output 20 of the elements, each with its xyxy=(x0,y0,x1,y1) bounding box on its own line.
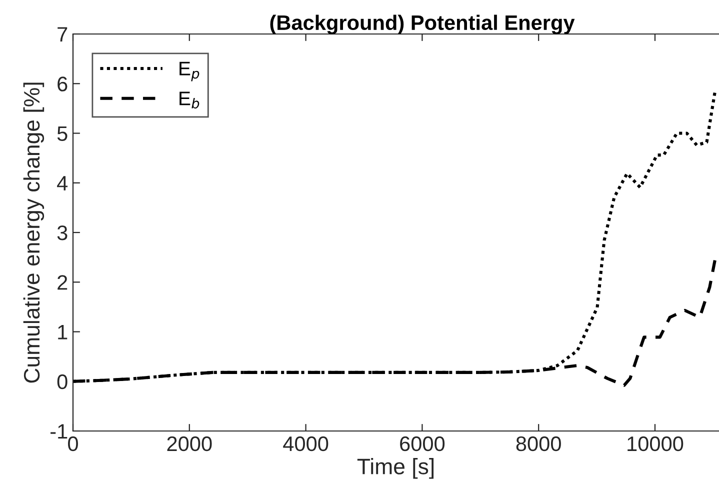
y-tick-label: -1 xyxy=(50,424,68,439)
x-axis-title: Time [s] xyxy=(357,458,434,479)
legend-label: E$_{p}$ xyxy=(180,62,200,82)
x-tick-label: 10000 xyxy=(628,436,684,452)
x-tick-label: 6000 xyxy=(400,436,445,452)
chart-title: (Background) Potential Energy xyxy=(270,14,575,34)
y-tick-label: 5 xyxy=(57,126,68,142)
x-tick-label: 2000 xyxy=(167,436,212,452)
y-tick-label: 6 xyxy=(58,76,68,92)
x-tick-label: 8000 xyxy=(516,436,561,452)
legend-label: E$_{b}$ xyxy=(180,92,200,108)
x-tick-label: 4000 xyxy=(283,436,328,452)
x-tick-label: 0 xyxy=(68,436,78,452)
y-tick-label: 0 xyxy=(57,374,68,390)
y-tick-label: 7 xyxy=(58,27,68,42)
y-tick-label: 1 xyxy=(58,324,68,340)
y-tick-label: 3 xyxy=(57,226,68,240)
y-axis-title: Cumulative energy change [%] xyxy=(23,82,44,383)
y-tick-label: 4 xyxy=(57,176,68,190)
y-tick-label: 2 xyxy=(58,275,68,290)
